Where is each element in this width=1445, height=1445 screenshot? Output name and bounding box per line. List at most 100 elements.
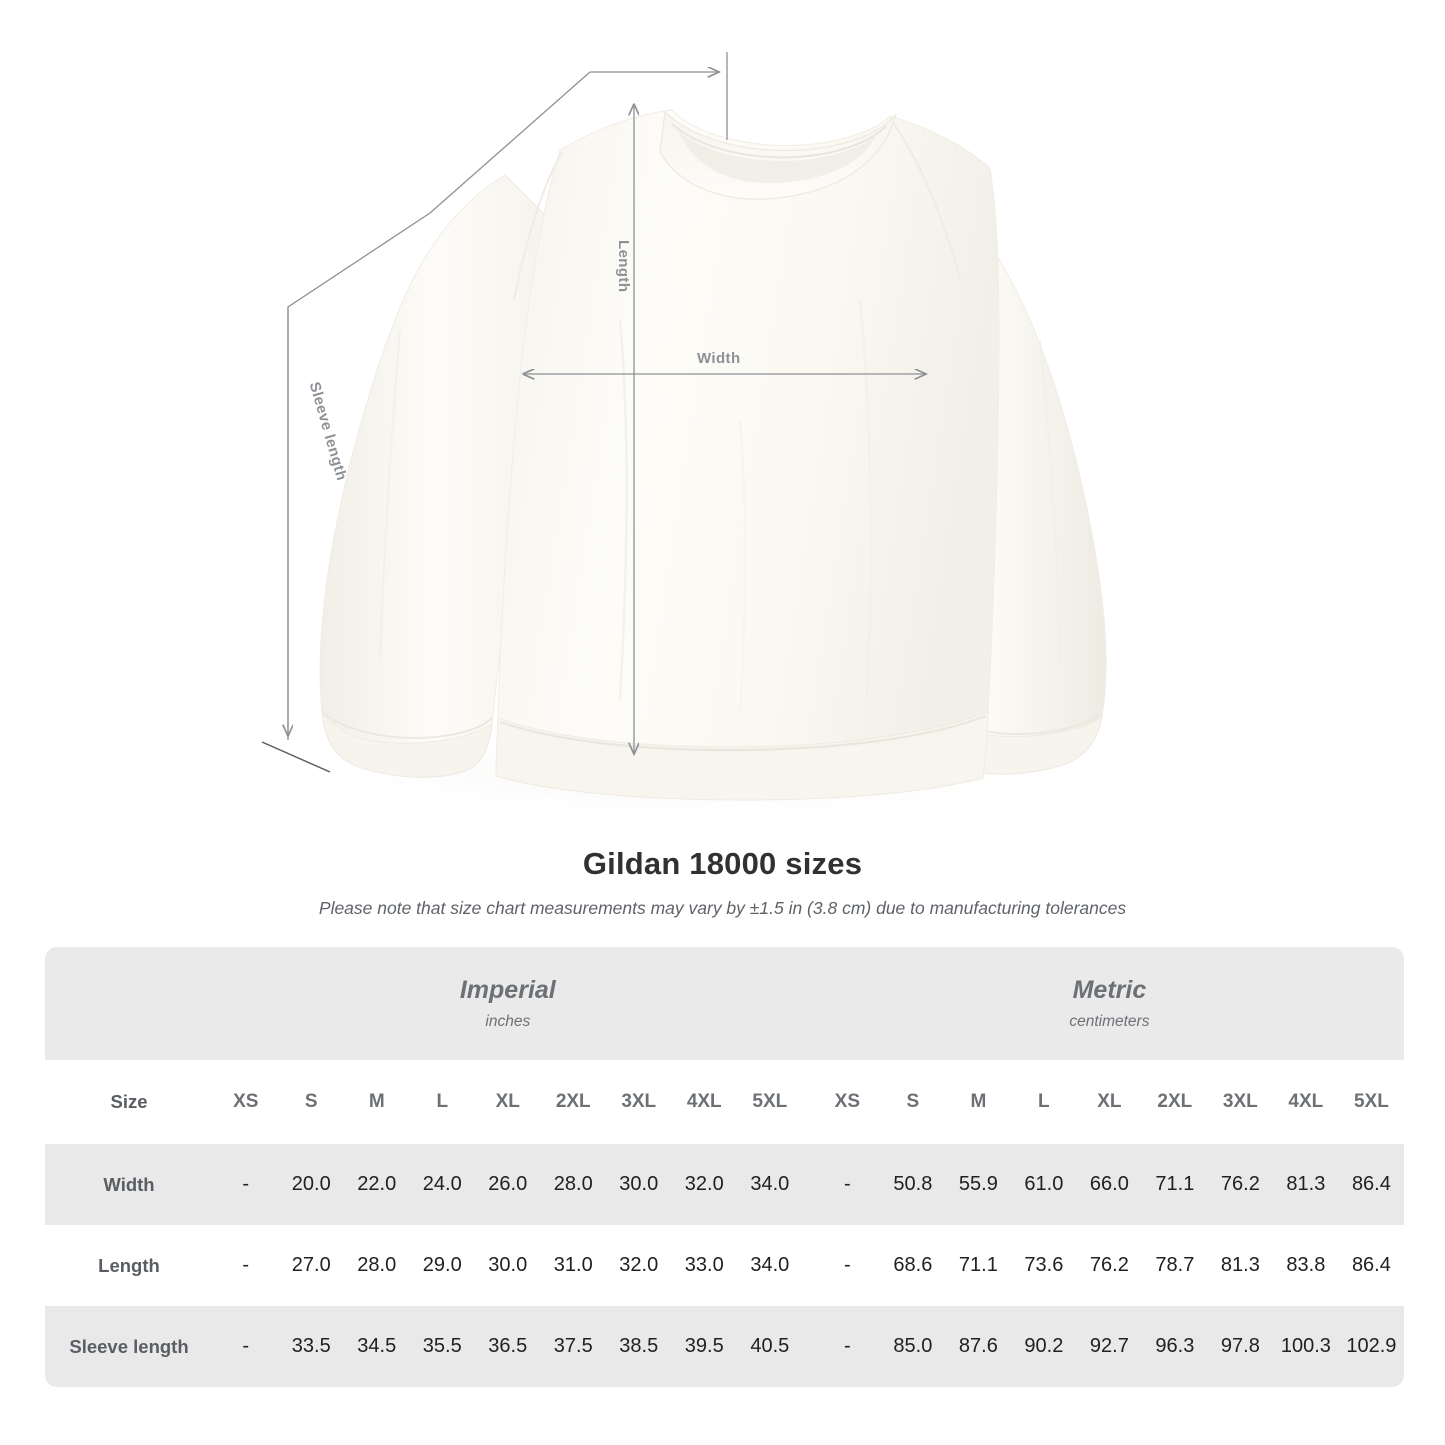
size-header-5xl: 5XL: [737, 1060, 803, 1144]
unit-name: Metric: [1072, 976, 1147, 1004]
unit-subtitle: inches: [485, 1013, 531, 1030]
size-header-2xl: 2XL: [540, 1060, 606, 1144]
row-label-width: Width: [45, 1144, 213, 1225]
cell-width-in-3xl: 30.0: [606, 1144, 672, 1225]
cell-length-in-xs: -: [213, 1225, 279, 1306]
section-gap: [802, 1060, 815, 1144]
size-chart-table: Imperial inches Metric centimeters Size XS S M L…: [45, 947, 1405, 1387]
size-header-xl: XL: [1076, 1060, 1143, 1144]
cell-sleeve-length-in-2xl: 37.5: [540, 1306, 606, 1387]
cell-length-in-m: 28.0: [344, 1225, 410, 1306]
size-header-2xl: 2XL: [1142, 1060, 1208, 1144]
size-header-3xl: 3XL: [606, 1060, 672, 1144]
cell-sleeve-length-cm-3xl: 97.8: [1207, 1306, 1274, 1387]
cell-width-in-s: 20.0: [278, 1144, 344, 1225]
cell-sleeve-length-cm-m: 87.6: [945, 1306, 1012, 1387]
cell-length-cm-m: 71.1: [945, 1225, 1012, 1306]
cell-length-cm-2xl: 78.7: [1142, 1225, 1208, 1306]
size-header-4xl: 4XL: [1273, 1060, 1339, 1144]
cell-length-in-4xl: 33.0: [671, 1225, 737, 1306]
cell-sleeve-length-in-xs: -: [213, 1306, 279, 1387]
size-header-m: M: [945, 1060, 1012, 1144]
sleeve-length-guide: [261, 52, 728, 773]
unit-banner-row: Imperial inches Metric centimeters: [45, 947, 1405, 1060]
cell-length-in-l: 29.0: [409, 1225, 475, 1306]
table-row: Width -20.0 22.0 24.0 26.0 28.0 30.0 32.0 34.0-5…: [45, 1144, 1405, 1225]
size-header-l: L: [409, 1060, 475, 1144]
size-header-xs: XS: [213, 1060, 279, 1144]
size-header-s: S: [880, 1060, 946, 1144]
tolerance-note: Please note that size chart measurements…: [318, 898, 1127, 918]
cell-sleeve-length-in-xl: 36.5: [475, 1306, 541, 1387]
cell-sleeve-length-cm-s: 85.0: [880, 1306, 946, 1387]
size-header-5xl: 5XL: [1338, 1060, 1405, 1144]
section-gap: [802, 1306, 815, 1387]
page-title: Gildan 18000 sizes: [582, 846, 863, 881]
cell-sleeve-length-in-l: 35.5: [409, 1306, 475, 1387]
section-gap: [802, 1144, 815, 1225]
cell-width-cm-xs: -: [814, 1144, 881, 1225]
cell-width-in-m: 22.0: [344, 1144, 410, 1225]
cell-length-in-xl: 30.0: [475, 1225, 541, 1306]
cell-length-in-3xl: 32.0: [606, 1225, 672, 1306]
cell-width-cm-2xl: 71.1: [1142, 1144, 1208, 1225]
cell-width-in-xl: 26.0: [475, 1144, 541, 1225]
cell-length-cm-3xl: 81.3: [1207, 1225, 1274, 1306]
cell-length-cm-4xl: 83.8: [1273, 1225, 1339, 1306]
width-dimension-label: Width: [697, 350, 741, 367]
unit-banner-spacer: [45, 947, 213, 1060]
size-header-3xl: 3XL: [1207, 1060, 1274, 1144]
cell-length-cm-5xl: 86.4: [1338, 1225, 1405, 1306]
size-chart-table-wrap: Imperial inches Metric centimeters Size XS S M L…: [45, 947, 1405, 1387]
unit-section-imperial: Imperial inches: [213, 947, 803, 1060]
cell-sleeve-length-in-s: 33.5: [278, 1306, 344, 1387]
cell-sleeve-length-in-m: 34.5: [344, 1306, 410, 1387]
size-header-row: Size XS S M L XL 2XL 3XL 4XL 5XL XS S M L XL 2XL 3XL 4XL 5…: [45, 1060, 1405, 1144]
section-gap: [802, 1225, 815, 1306]
cell-width-cm-m: 55.9: [945, 1144, 1012, 1225]
cell-sleeve-length-in-3xl: 38.5: [606, 1306, 672, 1387]
row-label-length: Length: [45, 1225, 213, 1306]
cell-length-cm-xs: -: [814, 1225, 881, 1306]
cell-length-cm-xl: 76.2: [1076, 1225, 1143, 1306]
size-header-xs: XS: [814, 1060, 881, 1144]
garment-illustration-panel: Length Width Sleeve length: [261, 52, 1120, 819]
cell-width-cm-3xl: 76.2: [1207, 1144, 1274, 1225]
section-gap: [802, 947, 815, 1060]
cell-width-in-2xl: 28.0: [540, 1144, 606, 1225]
cell-length-in-s: 27.0: [278, 1225, 344, 1306]
cell-length-cm-s: 68.6: [880, 1225, 946, 1306]
sweatshirt-diagram: [261, 52, 1120, 819]
cell-width-in-4xl: 32.0: [671, 1144, 737, 1225]
cell-width-cm-4xl: 81.3: [1273, 1144, 1339, 1225]
cell-sleeve-length-cm-2xl: 96.3: [1142, 1306, 1208, 1387]
size-column-header: Size: [45, 1060, 213, 1144]
cell-width-in-5xl: 34.0: [737, 1144, 803, 1225]
row-label-sleeve-length: Sleeve length: [45, 1306, 213, 1387]
size-header-l: L: [1011, 1060, 1077, 1144]
cell-sleeve-length-cm-4xl: 100.3: [1273, 1306, 1339, 1387]
size-header-xl: XL: [475, 1060, 541, 1144]
size-header-m: M: [344, 1060, 410, 1144]
cell-width-in-xs: -: [213, 1144, 279, 1225]
cell-sleeve-length-cm-xs: -: [814, 1306, 881, 1387]
cell-width-cm-l: 61.0: [1011, 1144, 1077, 1225]
unit-subtitle: centimeters: [1069, 1013, 1150, 1030]
cell-sleeve-length-in-4xl: 39.5: [671, 1306, 737, 1387]
cell-sleeve-length-cm-l: 90.2: [1011, 1306, 1077, 1387]
cell-width-in-l: 24.0: [409, 1144, 475, 1225]
size-header-s: S: [278, 1060, 344, 1144]
unit-name: Imperial: [459, 976, 556, 1004]
cell-length-cm-l: 73.6: [1011, 1225, 1077, 1306]
cell-width-cm-xl: 66.0: [1076, 1144, 1143, 1225]
cell-width-cm-s: 50.8: [880, 1144, 946, 1225]
cell-sleeve-length-cm-5xl: 102.9: [1338, 1306, 1405, 1387]
table-row: Sleeve length -33.5 34.5 35.5 36.5 37.5 38.5 39…: [45, 1306, 1405, 1387]
cell-sleeve-length-cm-xl: 92.7: [1076, 1306, 1143, 1387]
cell-length-in-2xl: 31.0: [540, 1225, 606, 1306]
cell-width-cm-5xl: 86.4: [1338, 1144, 1405, 1225]
cell-sleeve-length-in-5xl: 40.5: [737, 1306, 803, 1387]
chart-heading: Gildan 18000 sizes Please note that size…: [0, 845, 1445, 919]
unit-section-metric: Metric centimeters: [814, 947, 1405, 1060]
table-row: Length -27.0 28.0 29.0 30.0 31.0 32.0 33.0 34.0-…: [45, 1225, 1405, 1306]
